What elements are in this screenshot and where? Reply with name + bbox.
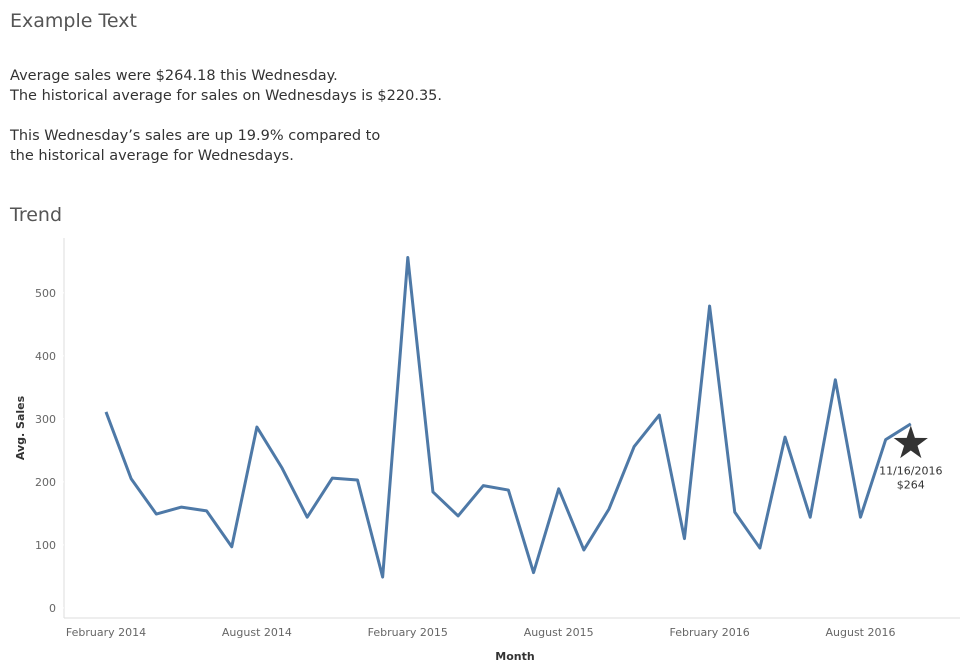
paragraph: This Wednesday’s sales are up 19.9% comp… [10,126,380,166]
chart-title: Trend [10,204,62,226]
paragraph: Average sales were $264.18 this Wednesda… [10,66,442,106]
x-tick-label: February 2014 [66,626,146,639]
y-tick-label: 300 [35,413,56,426]
heading: Example Text [10,10,137,32]
y-tick-label: 200 [35,476,56,489]
y-tick-label: 400 [35,350,56,363]
y-tick-label: 100 [35,539,56,552]
text-line: Average sales were $264.18 this Wednesda… [10,68,338,84]
line-series [104,256,912,579]
marker-value: $264 [897,479,925,492]
x-tick-label: February 2016 [669,626,749,639]
text-line: This Wednesday’s sales are up 19.9% comp… [10,128,381,144]
marker-date: 11/16/2016 [879,465,942,478]
y-tick-label: 500 [35,287,56,300]
x-tick-label: August 2015 [524,626,594,639]
text-line: the historical average for Wednesdays. [10,148,294,164]
y-axis-title: Avg. Sales [14,395,27,460]
x-axis-title: Month [495,650,534,663]
x-tick-label: August 2014 [222,626,292,639]
y-tick-label: 0 [49,602,56,615]
x-tick-label: February 2015 [368,626,448,639]
star-marker [893,425,928,459]
x-tick-label: August 2016 [826,626,896,639]
text-line: The historical average for sales on Wedn… [10,88,443,104]
